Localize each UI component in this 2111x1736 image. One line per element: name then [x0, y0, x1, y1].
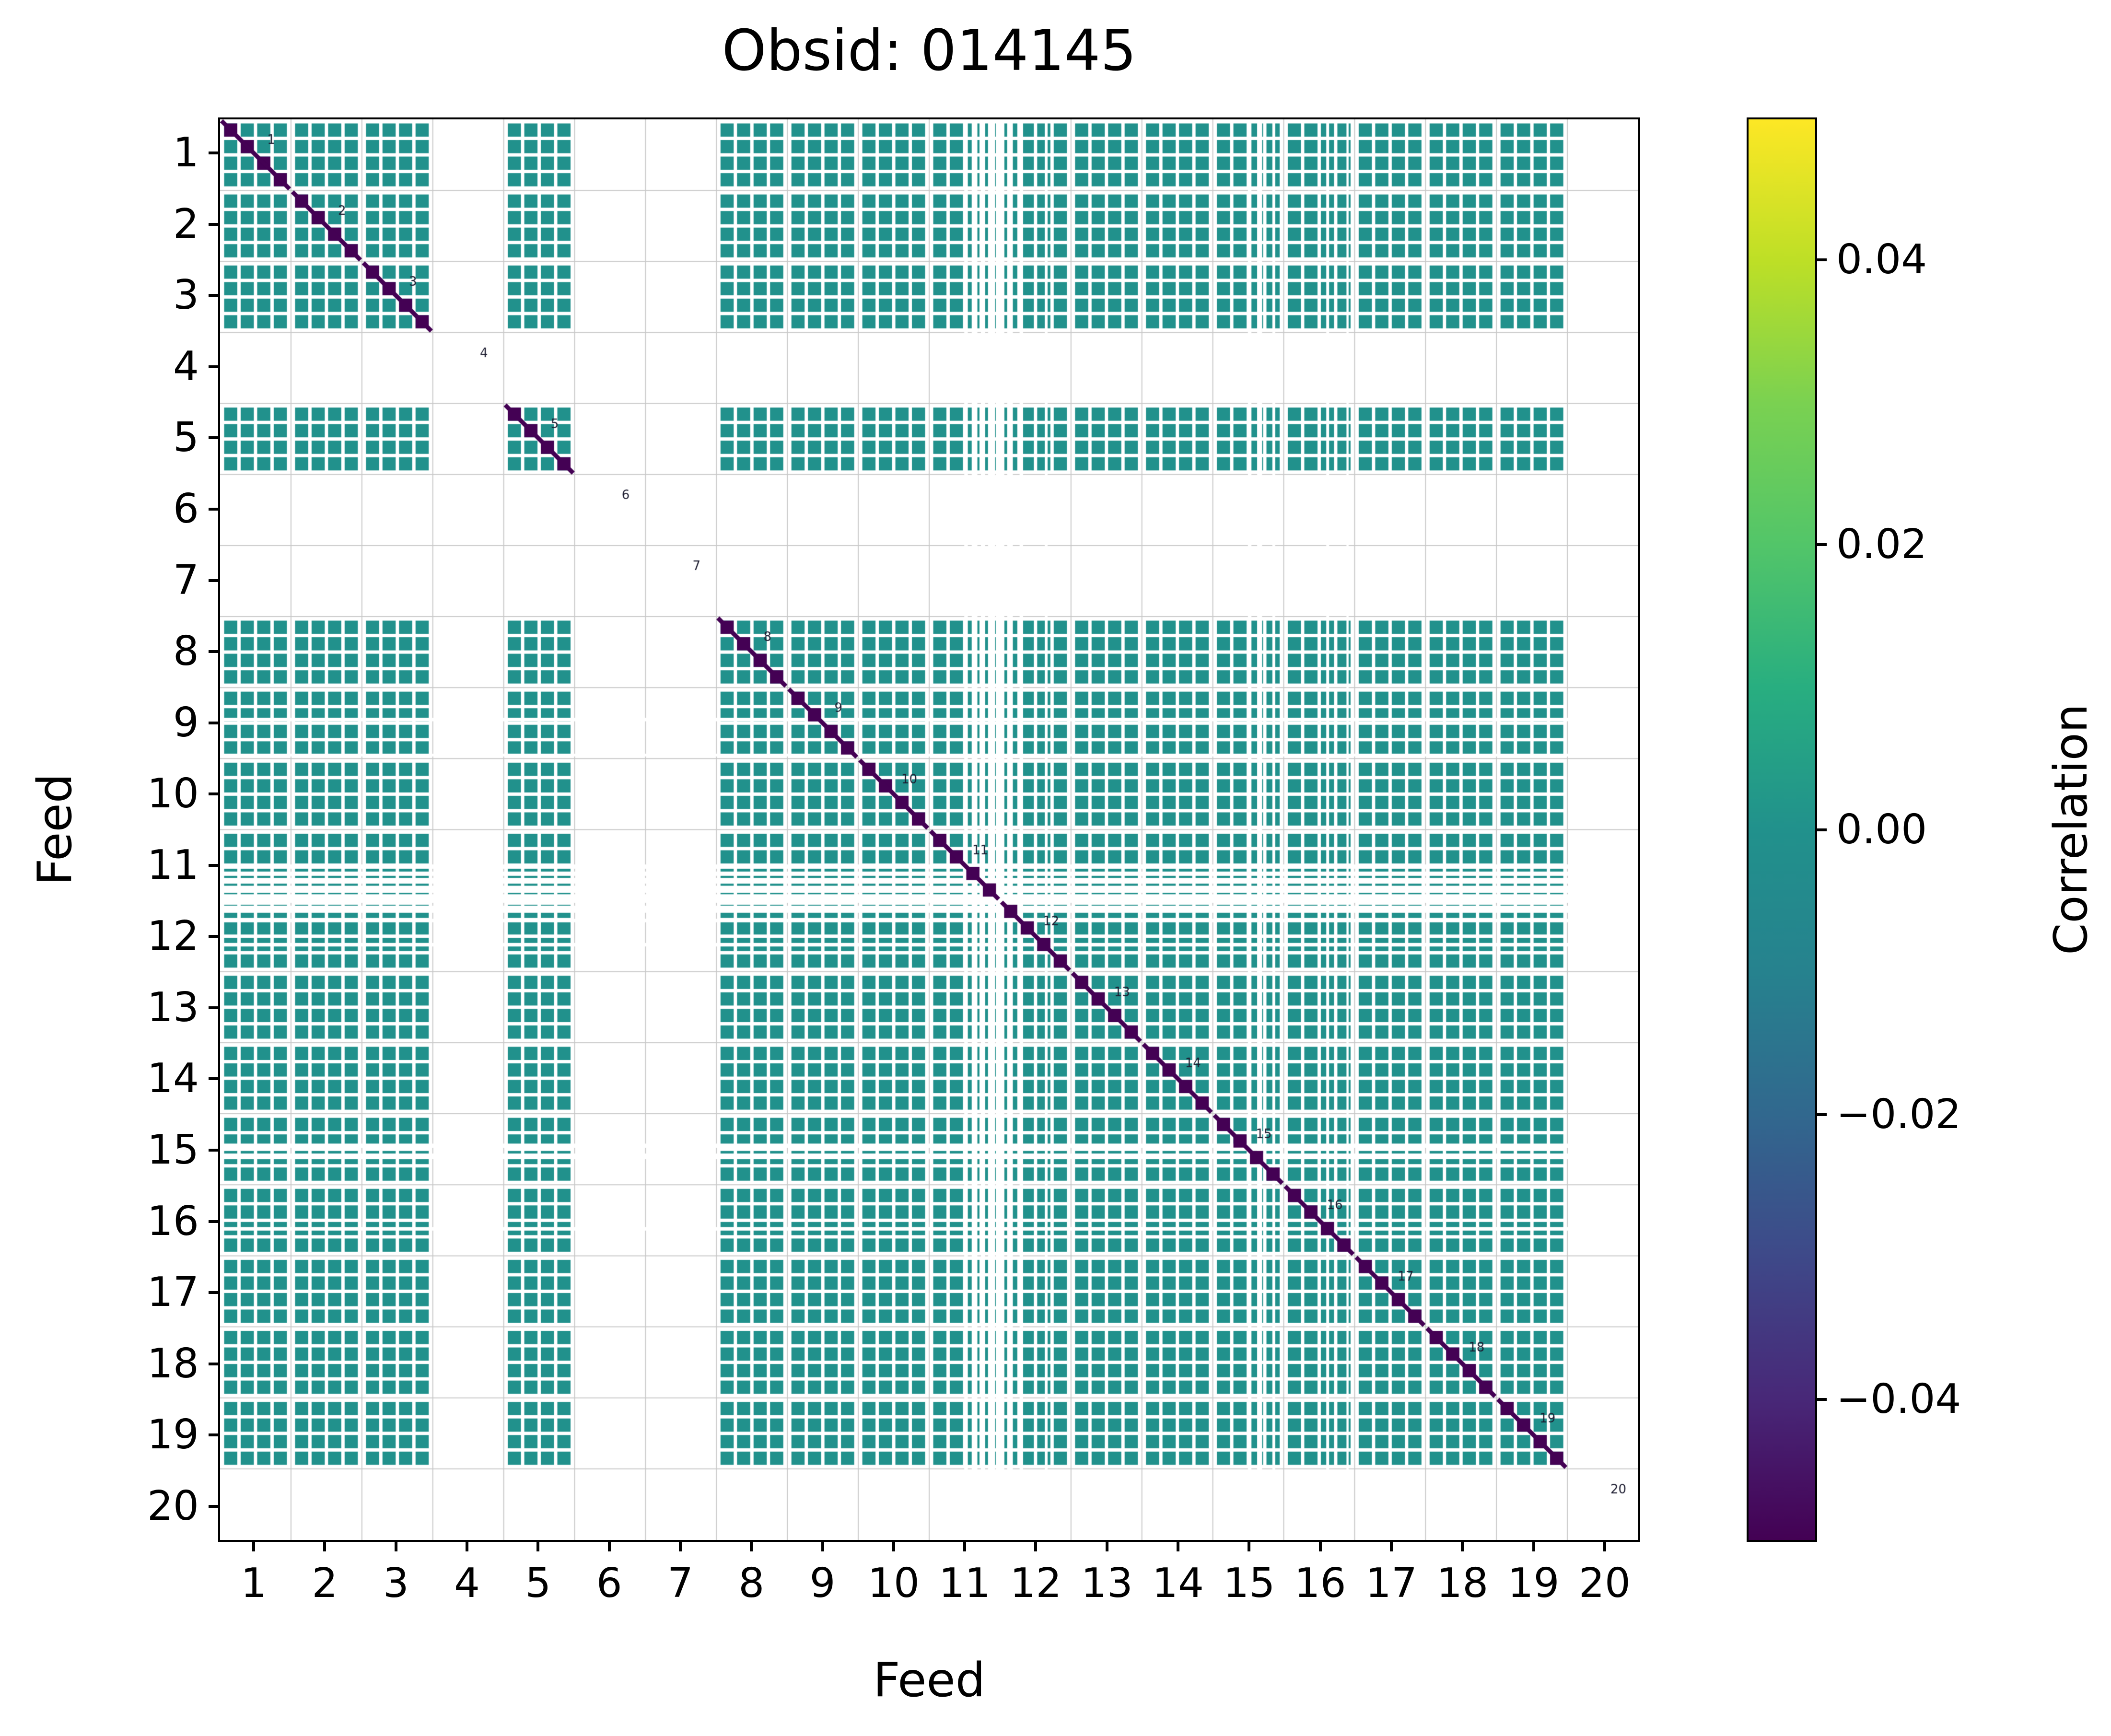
colorbar-gradient [1749, 119, 1815, 1540]
y-tick-label: 20 [147, 1482, 199, 1530]
y-tick-label: 13 [147, 983, 199, 1031]
colorbar-tick-label: −0.02 [1836, 1090, 1961, 1138]
x-tick-label: 11 [939, 1560, 991, 1607]
y-tick-mark [209, 579, 218, 582]
y-tick-label: 17 [147, 1269, 199, 1317]
colorbar-tick-mark [1817, 258, 1827, 262]
colorbar-tick-label: 0.02 [1836, 521, 1927, 569]
x-tick-label: 18 [1436, 1560, 1489, 1607]
x-tick-mark [252, 1542, 256, 1551]
x-tick-label: 12 [1010, 1560, 1062, 1607]
y-tick-label: 14 [147, 1055, 199, 1103]
x-tick-mark [1177, 1542, 1180, 1551]
x-tick-label: 8 [738, 1560, 765, 1607]
y-tick-mark [209, 1433, 218, 1437]
y-tick-mark [209, 1504, 218, 1508]
x-tick-mark [892, 1542, 895, 1551]
y-tick-label: 8 [173, 628, 199, 676]
x-tick-mark [750, 1542, 753, 1551]
x-tick-label: 3 [383, 1560, 409, 1607]
y-tick-label: 19 [147, 1411, 199, 1459]
y-tick-mark [209, 1148, 218, 1152]
x-tick-label: 7 [667, 1560, 693, 1607]
x-tick-label: 17 [1365, 1560, 1418, 1607]
x-tick-label: 20 [1578, 1560, 1631, 1607]
y-tick-mark [209, 1006, 218, 1009]
colorbar [1747, 117, 1817, 1542]
y-tick-label: 18 [147, 1340, 199, 1387]
x-tick-mark [1105, 1542, 1108, 1551]
heatmap-axes [218, 117, 1640, 1542]
y-tick-mark [209, 721, 218, 724]
x-tick-mark [1461, 1542, 1464, 1551]
x-tick-label: 10 [867, 1560, 920, 1607]
colorbar-label: Correlation [2045, 704, 2098, 955]
x-tick-mark [678, 1542, 682, 1551]
x-tick-mark [1603, 1542, 1606, 1551]
x-tick-label: 16 [1294, 1560, 1346, 1607]
x-tick-label: 13 [1081, 1560, 1133, 1607]
y-tick-mark [209, 650, 218, 653]
colorbar-tick-label: 0.00 [1836, 805, 1927, 853]
x-tick-mark [821, 1542, 824, 1551]
x-tick-mark [394, 1542, 397, 1551]
x-tick-label: 9 [809, 1560, 836, 1607]
colorbar-tick-mark [1817, 828, 1827, 831]
colorbar-tick-label: 0.04 [1836, 236, 1927, 284]
y-tick-mark [209, 151, 218, 155]
y-tick-label: 12 [147, 912, 199, 960]
y-tick-mark [209, 1077, 218, 1081]
y-tick-label: 9 [173, 699, 199, 746]
x-tick-mark [536, 1542, 540, 1551]
x-tick-mark [1318, 1542, 1322, 1551]
y-tick-label: 11 [147, 841, 199, 889]
x-tick-label: 5 [525, 1560, 551, 1607]
x-tick-mark [1389, 1542, 1393, 1551]
y-tick-mark [209, 222, 218, 226]
x-tick-label: 14 [1152, 1560, 1204, 1607]
y-tick-mark [209, 935, 218, 938]
colorbar-tick-mark [1817, 1398, 1827, 1401]
y-tick-label: 7 [173, 556, 199, 604]
x-tick-mark [1532, 1542, 1535, 1551]
y-tick-label: 1 [173, 129, 199, 177]
x-tick-mark [607, 1542, 611, 1551]
y-tick-label: 10 [147, 770, 199, 818]
x-tick-mark [323, 1542, 327, 1551]
colorbar-tick-label: −0.04 [1836, 1375, 1961, 1423]
y-tick-mark [209, 1362, 218, 1365]
y-tick-mark [209, 365, 218, 368]
x-tick-mark [963, 1542, 967, 1551]
x-tick-label: 15 [1223, 1560, 1275, 1607]
y-tick-mark [209, 436, 218, 440]
y-tick-label: 15 [147, 1126, 199, 1174]
y-tick-mark [209, 294, 218, 297]
y-tick-label: 5 [173, 414, 199, 462]
y-tick-mark [209, 863, 218, 867]
x-tick-mark [1248, 1542, 1251, 1551]
y-tick-mark [209, 792, 218, 796]
y-tick-label: 6 [173, 485, 199, 533]
colorbar-tick-mark [1817, 543, 1827, 547]
y-tick-mark [209, 1291, 218, 1294]
y-tick-label: 4 [173, 342, 199, 390]
y-tick-label: 16 [147, 1197, 199, 1245]
y-tick-label: 2 [173, 200, 199, 248]
y-tick-label: 3 [173, 271, 199, 319]
x-tick-label: 2 [312, 1560, 338, 1607]
x-tick-mark [1034, 1542, 1038, 1551]
colorbar-tick-mark [1817, 1113, 1827, 1116]
chart-title: Obsid: 014145 [722, 17, 1137, 83]
y-tick-mark [209, 508, 218, 511]
heatmap-canvas [220, 119, 1638, 1540]
x-tick-label: 4 [454, 1560, 480, 1607]
x-tick-mark [466, 1542, 469, 1551]
x-tick-label: 1 [241, 1560, 267, 1607]
x-axis-label: Feed [873, 1653, 985, 1708]
y-tick-mark [209, 1220, 218, 1223]
x-tick-label: 6 [596, 1560, 622, 1607]
x-tick-label: 19 [1507, 1560, 1560, 1607]
